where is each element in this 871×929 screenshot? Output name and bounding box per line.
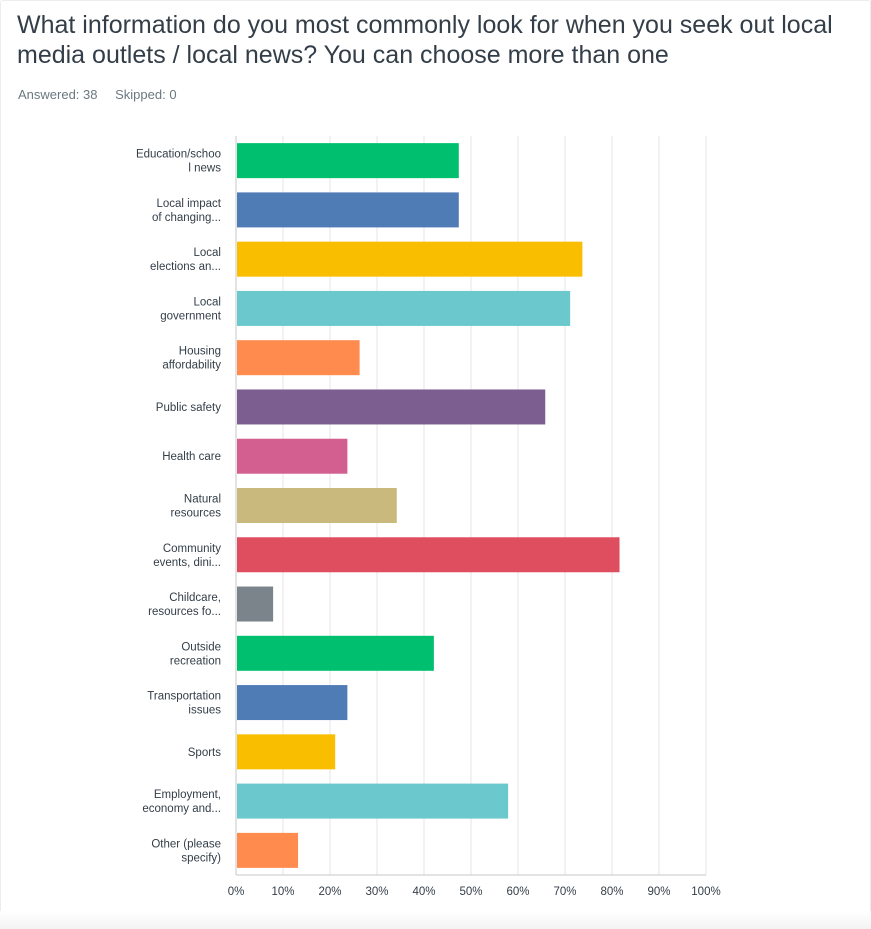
category-label: Local: [194, 247, 222, 259]
x-tick-label: 50%: [459, 886, 482, 898]
x-tick-label: 90%: [647, 886, 670, 898]
category-label: Natural: [184, 494, 221, 506]
category-label: Other (please: [151, 838, 221, 850]
skipped-count: Skipped: 0: [115, 87, 177, 102]
category-label: Health care: [162, 451, 221, 463]
category-label: Childcare,: [169, 592, 221, 604]
category-label: elections an...: [150, 261, 221, 273]
category-label: affordability: [162, 360, 221, 372]
x-tick-label: 0%: [228, 886, 245, 898]
bar[interactable]: [237, 192, 459, 228]
x-tick-label: 60%: [506, 886, 529, 898]
bar[interactable]: [237, 438, 348, 474]
category-label: issues: [188, 705, 221, 717]
bar[interactable]: [237, 734, 336, 770]
bar[interactable]: [237, 389, 546, 425]
category-label: specify): [181, 852, 221, 864]
category-label: resources fo...: [148, 606, 221, 618]
response-summary: Answered: 38 Skipped: 0: [18, 87, 191, 102]
category-label: Transportation: [147, 691, 221, 703]
bar[interactable]: [237, 832, 299, 868]
category-label: Housing: [179, 346, 221, 358]
x-tick-label: 70%: [553, 886, 576, 898]
category-label: l news: [188, 163, 221, 175]
bar[interactable]: [237, 635, 434, 671]
x-tick-label: 80%: [600, 886, 623, 898]
category-label: resources: [171, 508, 222, 520]
category-label: recreation: [170, 655, 221, 667]
category-label: Local impact: [156, 198, 221, 210]
bar[interactable]: [237, 783, 509, 819]
category-label: Education/schoo: [136, 149, 221, 161]
category-label: events, dini...: [153, 557, 221, 569]
x-tick-label: 100%: [691, 886, 720, 898]
bar[interactable]: [237, 340, 360, 376]
bar[interactable]: [237, 290, 571, 326]
bar[interactable]: [237, 685, 348, 721]
category-label: Sports: [188, 747, 221, 759]
x-tick-label: 20%: [318, 886, 341, 898]
category-label: Outside: [181, 641, 221, 653]
x-tick-label: 40%: [412, 886, 435, 898]
bar[interactable]: [237, 586, 274, 622]
question-title: What information do you most commonly lo…: [17, 11, 833, 69]
category-label: Community: [163, 543, 221, 555]
answered-count: Answered: 38: [18, 87, 98, 102]
bar[interactable]: [237, 537, 620, 573]
category-label: of changing...: [152, 212, 221, 224]
bar[interactable]: [237, 241, 583, 277]
category-label: economy and...: [142, 803, 221, 815]
bar[interactable]: [237, 143, 459, 179]
bar[interactable]: [237, 488, 397, 523]
category-label: Employment,: [154, 789, 221, 801]
category-label: government: [160, 310, 222, 322]
bottom-edge: [0, 911, 871, 929]
category-label: Local: [194, 296, 222, 308]
x-tick-label: 30%: [365, 886, 388, 898]
category-label: Public safety: [156, 402, 221, 414]
x-tick-label: 10%: [271, 886, 294, 898]
